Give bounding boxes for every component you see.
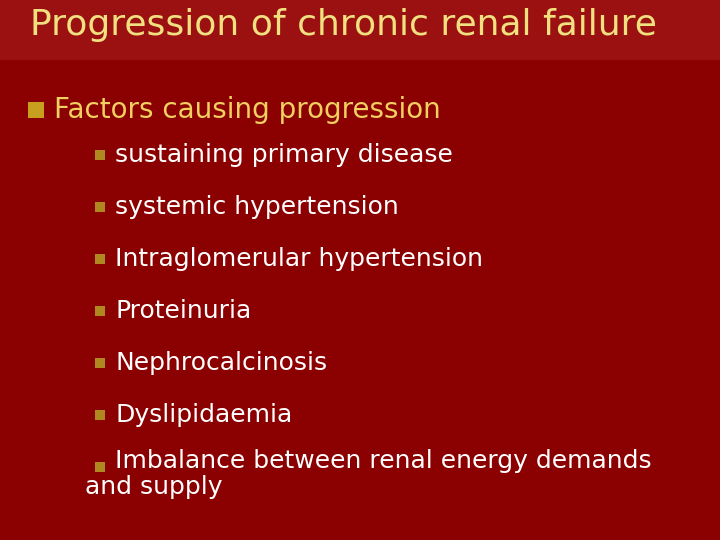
Text: Factors causing progression: Factors causing progression: [54, 96, 441, 124]
Text: sustaining primary disease: sustaining primary disease: [115, 143, 453, 167]
Text: Dyslipidaemia: Dyslipidaemia: [115, 403, 292, 427]
Bar: [95, 202, 105, 212]
Bar: [0, 0, 720, 50]
Text: Nephrocalcinosis: Nephrocalcinosis: [115, 351, 327, 375]
Bar: [0, 0, 720, 60]
Bar: [95, 358, 105, 368]
Bar: [95, 462, 105, 472]
Text: Intraglomerular hypertension: Intraglomerular hypertension: [115, 247, 483, 271]
Text: Proteinuria: Proteinuria: [115, 299, 251, 323]
Text: Progression of chronic renal failure: Progression of chronic renal failure: [30, 8, 657, 42]
Bar: [95, 254, 105, 264]
Text: and supply: and supply: [85, 475, 222, 499]
Text: systemic hypertension: systemic hypertension: [115, 195, 399, 219]
Text: Imbalance between renal energy demands: Imbalance between renal energy demands: [115, 449, 652, 473]
Bar: [95, 306, 105, 316]
Bar: [95, 410, 105, 420]
Bar: [28, 102, 44, 118]
Bar: [95, 150, 105, 160]
